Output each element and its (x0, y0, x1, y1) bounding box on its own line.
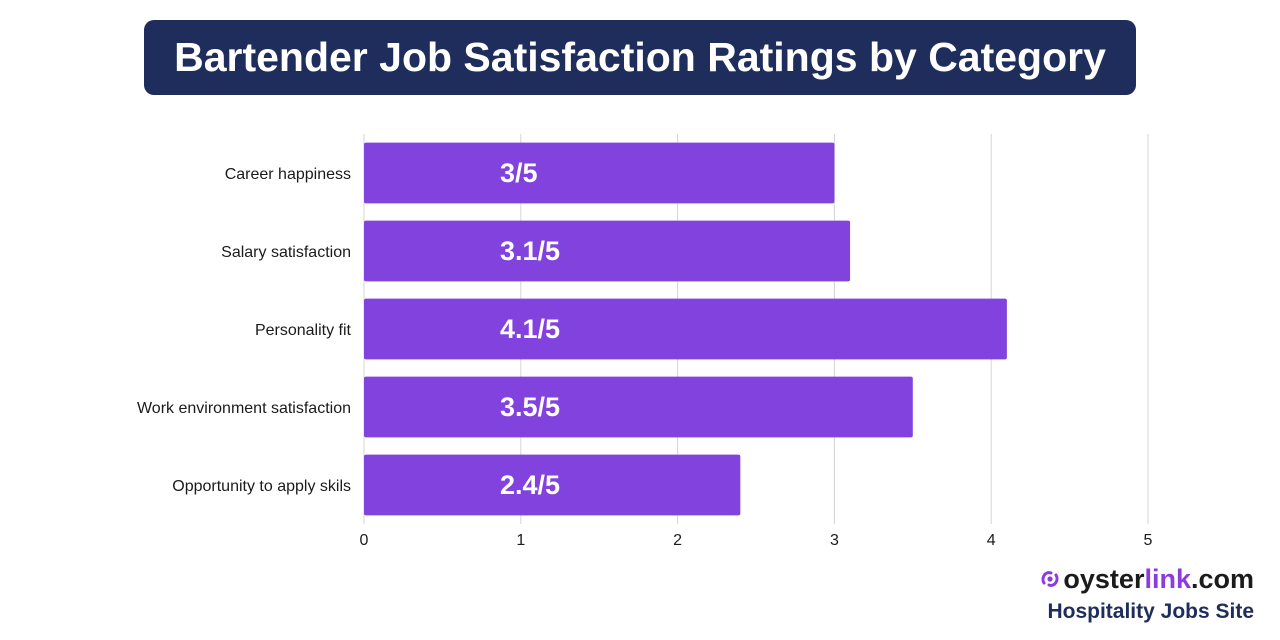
bar-value-label-3: 3.5/5 (500, 392, 560, 422)
x-tick-label-5: 5 (1144, 532, 1153, 549)
x-tick-label-3: 3 (830, 532, 839, 549)
bar-value-label-1: 3.1/5 (500, 236, 560, 266)
x-tick-label-4: 4 (987, 532, 996, 549)
brand-tagline: Hospitality Jobs Site (1047, 600, 1254, 623)
bar-value-label-4: 2.4/5 (500, 470, 560, 500)
category-label-0: Career happiness (225, 166, 351, 183)
bar-value-label-2: 4.1/5 (500, 314, 560, 344)
bar-4 (364, 454, 741, 516)
category-label-1: Salary satisfaction (221, 244, 351, 261)
brand-logo: oyster link .com Hospitality Jobs Site (1040, 562, 1254, 626)
x-tick-label-2: 2 (673, 532, 682, 549)
brand-name-link: link (1144, 564, 1191, 594)
bar-value-label-0: 3/5 (500, 158, 538, 188)
bar-1 (364, 220, 851, 282)
oyster-pearl-icon (1041, 571, 1059, 587)
x-tick-label-1: 1 (516, 532, 525, 549)
category-label-2: Personality fit (255, 322, 352, 339)
brand-name-domain: .com (1190, 564, 1254, 594)
bar-2 (364, 298, 1007, 360)
chart-title-banner: Bartender Job Satisfaction Ratings by Ca… (144, 20, 1136, 95)
bar-3 (364, 376, 913, 438)
category-label-4: Opportunity to apply skils (172, 478, 351, 495)
brand-name-oyster: oyster (1063, 564, 1145, 594)
category-label-3: Work environment satisfaction (137, 400, 351, 417)
x-tick-label-0: 0 (360, 532, 369, 549)
bar-0 (364, 142, 835, 204)
brand-wordmark: oyster link .com (1040, 562, 1254, 596)
chart-title: Bartender Job Satisfaction Ratings by Ca… (174, 34, 1106, 80)
